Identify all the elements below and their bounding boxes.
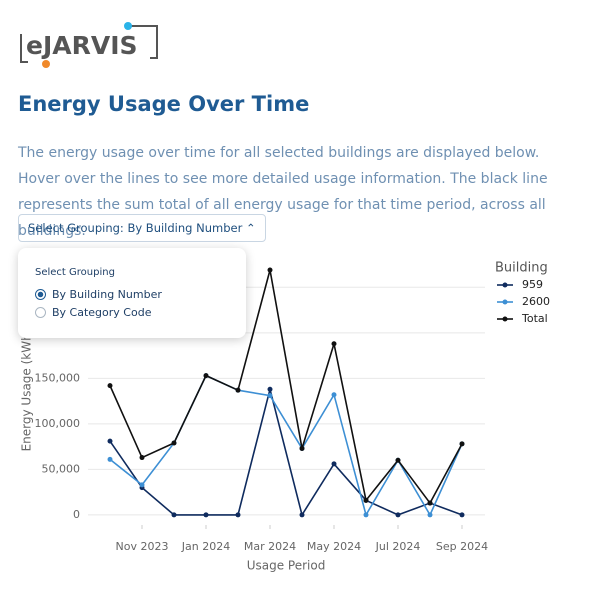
x-tick-label: Sep 2024 [436, 540, 488, 553]
point [139, 455, 145, 461]
point [299, 512, 305, 518]
grouping-dropdown[interactable]: Select Grouping: By Building Number ⌃ [18, 214, 266, 242]
point [203, 373, 209, 379]
radio[interactable] [35, 307, 46, 318]
point [107, 383, 113, 389]
point [267, 393, 273, 399]
point [363, 512, 369, 518]
logo-bracket [130, 25, 158, 59]
point [235, 512, 241, 518]
legend-label: Total [521, 312, 548, 325]
series-line [109, 374, 463, 517]
point [203, 512, 209, 518]
point [171, 512, 177, 518]
logo-dot [42, 60, 50, 68]
description: The energy usage over time for all selec… [18, 145, 548, 239]
page-title: Energy Usage Over Time [18, 92, 310, 116]
point [171, 440, 177, 446]
legend-swatch [502, 299, 508, 305]
x-tick-label: Nov 2023 [116, 540, 169, 553]
point [395, 512, 401, 518]
x-tick-label: Mar 2024 [244, 540, 296, 553]
point [331, 392, 337, 398]
grouping-popup: Select Grouping By Building Number By Ca… [18, 248, 246, 338]
option-label: By Building Number [52, 288, 162, 301]
point [139, 482, 145, 488]
legend-title: Building [495, 261, 548, 276]
option-label: By Category Code [52, 306, 152, 319]
dropdown-label: Select Grouping: By Building Number [28, 221, 243, 235]
point [459, 512, 465, 518]
logo-text: eJARVIS [26, 31, 138, 60]
point [331, 341, 337, 347]
point [299, 445, 305, 451]
point [235, 387, 241, 393]
series-line [109, 389, 463, 517]
point [395, 457, 401, 463]
legend-label: 2600 [522, 295, 550, 308]
point [427, 500, 433, 506]
y-axis-label: Energy Usage (kWh) [20, 329, 34, 452]
logo: eJARVIS [20, 22, 158, 68]
y-tick-label: 50,000 [42, 462, 81, 475]
chevron: ⌃ [245, 221, 256, 235]
x-axis-label: Usage Period [247, 559, 326, 573]
radio-option[interactable]: By Category Code [35, 306, 151, 319]
point [459, 441, 465, 447]
x-tick-label: Jan 2024 [181, 540, 230, 553]
x-tick-label: May 2024 [307, 540, 361, 553]
y-tick-label: 100,000 [35, 417, 81, 430]
y-tick-label: 0 [73, 508, 80, 521]
legend-swatch [502, 282, 508, 288]
point [427, 512, 433, 518]
point [267, 386, 273, 392]
popup-title: Select Grouping [35, 267, 115, 278]
series-line [109, 269, 463, 505]
point [107, 438, 113, 444]
legend-swatch [502, 316, 508, 322]
point [267, 267, 273, 273]
y-tick-label: 150,000 [35, 371, 81, 384]
point [107, 456, 113, 462]
point [331, 461, 337, 467]
radio-option[interactable]: By Building Number [35, 288, 162, 301]
radio[interactable] [35, 289, 46, 300]
x-tick-label: Jul 2024 [375, 540, 421, 553]
logo-dot [124, 22, 132, 30]
logo-bracket [20, 34, 28, 63]
point [363, 497, 369, 503]
legend-label: 959 [522, 278, 543, 291]
